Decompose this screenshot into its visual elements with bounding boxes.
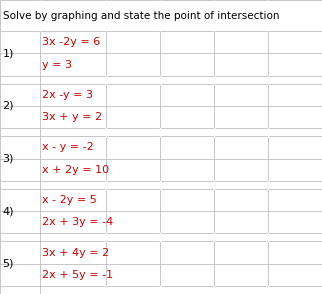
Text: x - y = -2: x - y = -2	[42, 142, 94, 152]
Text: x + 2y = 10: x + 2y = 10	[42, 165, 109, 175]
Text: x - 2y = 5: x - 2y = 5	[42, 195, 97, 205]
Text: 4): 4)	[3, 206, 14, 216]
Text: 3x + 4y = 2: 3x + 4y = 2	[42, 248, 109, 258]
Text: 1): 1)	[3, 49, 14, 59]
Text: 2x -y = 3: 2x -y = 3	[42, 90, 93, 100]
Text: 3): 3)	[3, 153, 14, 163]
Text: Solve by graphing and state the point of intersection: Solve by graphing and state the point of…	[3, 11, 279, 21]
Text: 5): 5)	[3, 259, 14, 269]
Text: 3x -2y = 6: 3x -2y = 6	[42, 37, 100, 47]
Text: y = 3: y = 3	[42, 60, 72, 70]
Text: 3x + y = 2: 3x + y = 2	[42, 112, 102, 122]
Text: 2x + 5y = -1: 2x + 5y = -1	[42, 270, 113, 280]
Text: 2): 2)	[3, 101, 14, 111]
Text: 2x + 3y = -4: 2x + 3y = -4	[42, 217, 113, 227]
